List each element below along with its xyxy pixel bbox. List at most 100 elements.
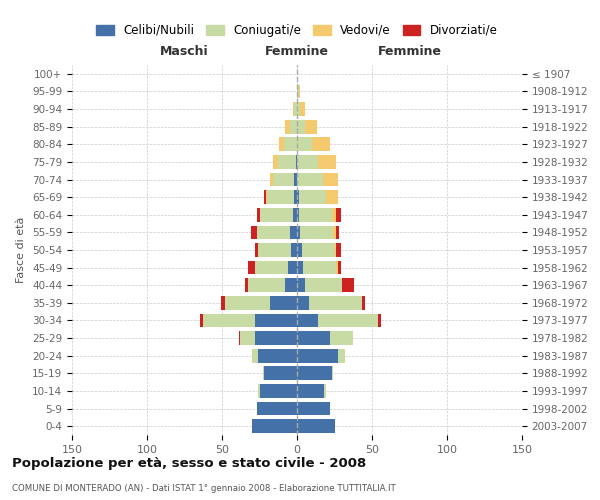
Bar	[336, 243, 341, 257]
Bar	[240, 331, 255, 345]
Bar	[331, 366, 333, 380]
Bar	[260, 208, 293, 222]
Bar	[294, 172, 297, 186]
Text: Femmine: Femmine	[377, 44, 442, 58]
Bar	[273, 172, 294, 186]
Bar	[288, 260, 297, 274]
Bar	[221, 296, 225, 310]
Bar	[248, 260, 255, 274]
Bar	[294, 190, 297, 204]
Bar	[325, 190, 337, 204]
Bar	[312, 138, 330, 151]
Bar	[297, 120, 305, 134]
Bar	[297, 190, 299, 204]
Bar	[336, 260, 337, 274]
Bar	[245, 278, 248, 292]
Bar	[260, 384, 297, 398]
Bar	[258, 349, 297, 362]
Bar	[257, 208, 260, 222]
Bar	[252, 349, 258, 362]
Bar	[277, 155, 296, 169]
Bar	[296, 155, 297, 169]
Bar	[378, 314, 381, 328]
Bar	[324, 384, 325, 398]
Bar	[297, 314, 318, 328]
Bar	[239, 331, 240, 345]
Bar	[297, 278, 305, 292]
Bar	[255, 260, 288, 274]
Bar	[251, 226, 257, 239]
Bar	[337, 349, 345, 362]
Bar	[305, 120, 317, 134]
Bar	[297, 208, 299, 222]
Bar	[297, 366, 331, 380]
Bar	[294, 102, 297, 116]
Bar	[297, 155, 318, 169]
Bar	[299, 84, 300, 98]
Bar	[225, 296, 270, 310]
Bar	[297, 226, 300, 239]
Bar	[305, 278, 342, 292]
Bar	[299, 208, 331, 222]
Bar	[270, 296, 297, 310]
Bar	[293, 102, 294, 116]
Bar	[285, 120, 290, 134]
Bar	[330, 331, 353, 345]
Bar	[336, 208, 341, 222]
Bar	[255, 331, 297, 345]
Bar	[297, 331, 330, 345]
Bar	[297, 260, 303, 274]
Bar	[342, 278, 354, 292]
Legend: Celibi/Nubili, Coniugati/e, Vedovi/e, Divorziati/e: Celibi/Nubili, Coniugati/e, Vedovi/e, Di…	[92, 19, 502, 42]
Text: Maschi: Maschi	[160, 44, 209, 58]
Bar	[335, 243, 336, 257]
Bar	[297, 349, 337, 362]
Bar	[279, 138, 284, 151]
Bar	[302, 243, 335, 257]
Bar	[333, 226, 336, 239]
Bar	[285, 278, 297, 292]
Bar	[252, 420, 297, 433]
Bar	[331, 208, 336, 222]
Bar	[297, 243, 302, 257]
Bar	[258, 243, 291, 257]
Bar	[199, 314, 203, 328]
Bar	[255, 314, 297, 328]
Bar	[297, 402, 330, 415]
Bar	[318, 314, 378, 328]
Bar	[273, 155, 277, 169]
Y-axis label: Anni di nascita: Anni di nascita	[597, 209, 600, 291]
Bar	[300, 226, 333, 239]
Bar	[297, 296, 309, 310]
Bar	[297, 384, 324, 398]
Bar	[290, 120, 297, 134]
Bar	[265, 190, 267, 204]
Bar	[257, 402, 297, 415]
Bar	[264, 190, 265, 204]
Text: COMUNE DI MONTERADO (AN) - Dati ISTAT 1° gennaio 2008 - Elaborazione TUTTITALIA.: COMUNE DI MONTERADO (AN) - Dati ISTAT 1°…	[12, 484, 396, 493]
Bar	[290, 226, 297, 239]
Bar	[337, 260, 341, 274]
Bar	[297, 420, 335, 433]
Bar	[264, 366, 297, 380]
Bar	[318, 155, 336, 169]
Bar	[297, 102, 300, 116]
Y-axis label: Fasce di età: Fasce di età	[16, 217, 26, 283]
Bar	[361, 296, 365, 310]
Bar	[267, 190, 294, 204]
Bar	[263, 366, 264, 380]
Bar	[203, 314, 255, 328]
Bar	[270, 172, 273, 186]
Bar	[257, 226, 290, 239]
Bar	[297, 138, 312, 151]
Bar	[309, 296, 361, 310]
Bar	[258, 384, 260, 398]
Bar	[303, 260, 336, 274]
Bar	[300, 102, 305, 116]
Bar	[293, 208, 297, 222]
Bar	[255, 243, 258, 257]
Text: Popolazione per età, sesso e stato civile - 2008: Popolazione per età, sesso e stato civil…	[12, 458, 366, 470]
Bar	[323, 172, 337, 186]
Bar	[297, 84, 299, 98]
Bar	[284, 138, 297, 151]
